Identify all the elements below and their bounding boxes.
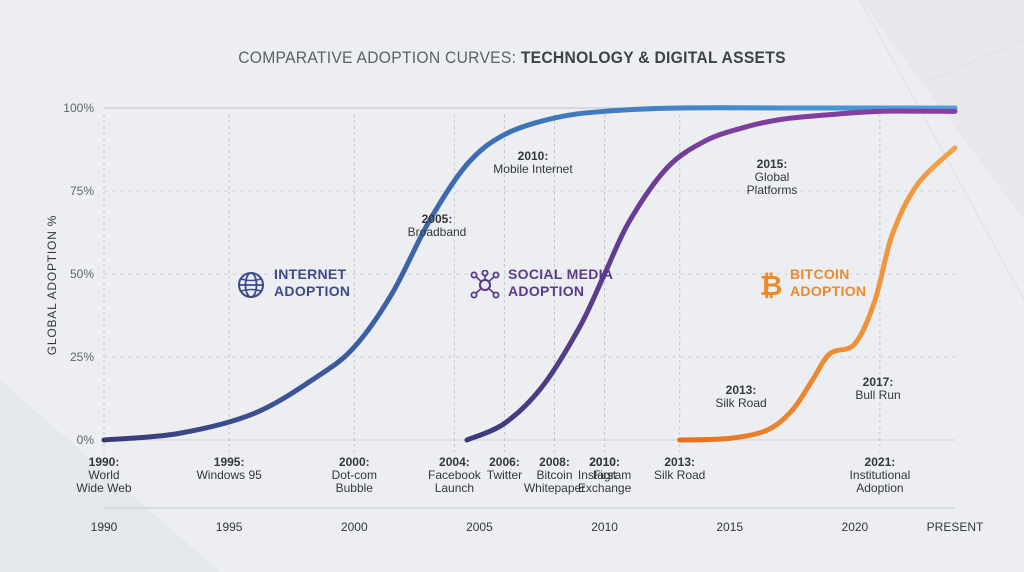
event-year: 2000: bbox=[338, 455, 370, 469]
bg-shape bbox=[0, 380, 220, 572]
event-year: 1995: bbox=[213, 455, 245, 469]
event-text: Facebook Launch bbox=[428, 468, 481, 495]
annotation-year: 2005: bbox=[421, 212, 453, 226]
series-line-3 bbox=[677, 145, 958, 443]
event-label: 1995: Windows 95 bbox=[196, 456, 261, 482]
y-axis-label: GLOBAL ADOPTION % bbox=[45, 214, 59, 356]
event-year: 2010: bbox=[589, 455, 620, 469]
bg-line bbox=[929, 39, 1024, 81]
chart-title: COMPARATIVE ADOPTION CURVES: TECHNOLOGY … bbox=[238, 48, 786, 67]
event-year: 2013: bbox=[664, 455, 696, 469]
annotation-text: Silk Road bbox=[715, 396, 767, 410]
annotation-text: Broadband bbox=[407, 225, 467, 239]
series-line-2 bbox=[464, 108, 958, 443]
event-label: 1990: World Wide Web bbox=[76, 456, 131, 495]
bitcoin-icon: ₿ bbox=[760, 270, 783, 300]
y-tick-label: 75% bbox=[70, 184, 94, 198]
event-year: 2006: bbox=[489, 455, 520, 469]
milestone-annotation: 2013: Silk Road bbox=[715, 384, 766, 410]
event-year: 2004: bbox=[439, 455, 470, 469]
series-label: SOCIAL MEDIA ADOPTION bbox=[508, 266, 613, 300]
annotation-year: 2015: bbox=[756, 157, 788, 171]
event-text: World Wide Web bbox=[76, 468, 132, 495]
series-label-line2: ADOPTION bbox=[508, 283, 585, 299]
event-label: 2000: Dot-com Bubble bbox=[332, 456, 377, 495]
annotation-text: Mobile Internet bbox=[493, 162, 573, 176]
event-year: 2008: bbox=[539, 455, 570, 469]
series-label-line2: ADOPTION bbox=[274, 283, 351, 299]
x-tick-label: 2010 bbox=[591, 520, 618, 534]
event-label: 2008: Bitcoin Whitepaper bbox=[524, 456, 585, 495]
milestone-annotation: 2017: Bull Run bbox=[855, 376, 900, 402]
annotation-year: 2017: bbox=[862, 375, 894, 389]
event-year: 1990: bbox=[88, 455, 120, 469]
event-year: 2021: bbox=[864, 455, 896, 469]
milestone-annotation: 2010: Mobile Internet bbox=[493, 150, 572, 176]
series-label: BITCOIN ADOPTION bbox=[790, 266, 866, 300]
event-text: Windows 95 bbox=[196, 468, 262, 482]
x-tick-label: PRESENT bbox=[927, 520, 984, 534]
event-text: Silk Road bbox=[653, 468, 706, 482]
event-label: 2006: Twitter bbox=[487, 456, 522, 482]
event-text: Twitter bbox=[486, 468, 523, 482]
series-label: INTERNET ADOPTION bbox=[274, 266, 350, 300]
x-tick-label: 2005 bbox=[466, 520, 493, 534]
globe-icon bbox=[238, 272, 264, 298]
x-tick-label: 2000 bbox=[341, 520, 368, 534]
event-label: 2010: First Exchange bbox=[578, 456, 631, 495]
event-year: 2010: bbox=[589, 455, 620, 469]
x-tick-label: 1990 bbox=[91, 520, 118, 534]
milestone-annotation: 2005: Broadband bbox=[408, 213, 467, 239]
milestone-annotation: 2015: Global Platforms bbox=[747, 158, 798, 197]
event-label: 2021: Institutional Adoption bbox=[850, 456, 911, 495]
y-tick-label: 100% bbox=[63, 101, 94, 115]
series-label-line1: SOCIAL MEDIA bbox=[508, 266, 614, 282]
annotation-text: Global Platforms bbox=[746, 170, 798, 197]
svg-text:₿: ₿ bbox=[760, 270, 783, 300]
event-label: 2010: Instagram bbox=[578, 456, 631, 482]
event-text: Institutional Adoption bbox=[849, 468, 911, 495]
y-tick-label: 50% bbox=[70, 267, 94, 281]
y-tick-label: 0% bbox=[77, 433, 95, 447]
event-label: 2004: Facebook Launch bbox=[428, 456, 481, 495]
x-tick-label: 1995 bbox=[216, 520, 243, 534]
bg-line bbox=[859, 0, 1024, 301]
series-label-line1: BITCOIN bbox=[790, 266, 850, 282]
event-text: Instagram bbox=[577, 468, 632, 482]
event-label: 2013: Silk Road bbox=[654, 456, 705, 482]
series-label-line2: ADOPTION bbox=[790, 283, 867, 299]
series-line-1 bbox=[101, 105, 958, 443]
x-tick-label: 2020 bbox=[842, 520, 869, 534]
event-text: First Exchange bbox=[577, 468, 632, 495]
annotation-text: Bull Run bbox=[855, 388, 901, 402]
annotation-year: 2010: bbox=[517, 149, 549, 163]
annotation-year: 2013: bbox=[725, 383, 757, 397]
event-text: Bitcoin Whitepaper bbox=[523, 468, 586, 495]
event-text: Dot-com Bubble bbox=[331, 468, 377, 495]
series-label-line1: INTERNET bbox=[274, 266, 347, 282]
y-tick-label: 25% bbox=[70, 350, 94, 364]
network-icon bbox=[470, 270, 500, 299]
x-tick-label: 2015 bbox=[716, 520, 743, 534]
